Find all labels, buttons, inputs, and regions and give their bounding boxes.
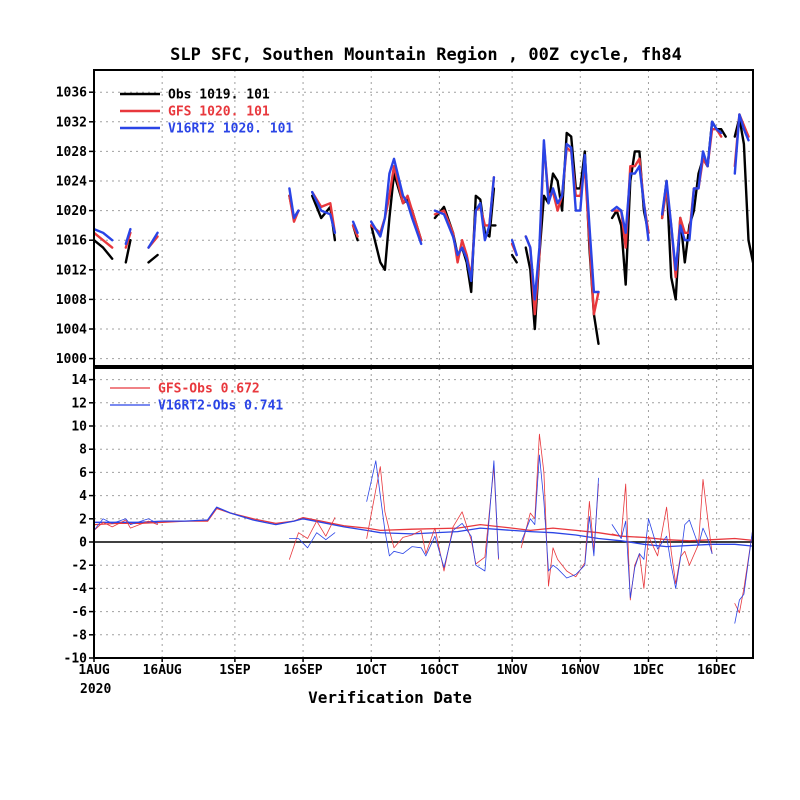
y-tick-label: -8 (71, 628, 87, 643)
obs-series-line (124, 239, 132, 264)
x-tick-label: 16SEP (283, 663, 322, 678)
v16-series-line (524, 139, 600, 301)
y-tick-label: 1020 (56, 204, 87, 219)
gfs-legend-label: GFS 1020. 101 (168, 105, 270, 120)
obs-series-line (510, 253, 518, 264)
x-tick-label: 1DEC (633, 663, 664, 678)
y-tick-label: 0 (79, 536, 87, 551)
v16-series-line (94, 227, 114, 242)
y-tick-label: 12 (71, 396, 87, 411)
x-tick-label: 1NOV (496, 663, 527, 678)
gfs-series-line (351, 224, 359, 238)
v16-series-line (762, 159, 789, 266)
v16-series-line (370, 157, 423, 246)
y-tick-label: 1016 (56, 234, 87, 249)
x-tick-label: 16AUG (143, 663, 182, 678)
v16-series-line (510, 239, 518, 257)
v16-series-line (734, 521, 753, 624)
x-axis-label: Verification Date (308, 688, 472, 707)
v16-series-line (311, 190, 337, 234)
obs-series-line (780, 129, 794, 233)
obs-legend-label: Obs 1019. 101 (168, 88, 270, 103)
bottom-panel: -10 -8 -6 -4 -2 0 2 4 6 8 10 12 14 1AUG 16AUG 1SEP 16SEP… (64, 367, 794, 678)
y-tick-label: 1028 (56, 145, 87, 160)
gfs-legend-label: GFS-Obs 0.672 (158, 382, 260, 397)
x-tick-label: 1AUG (78, 663, 109, 678)
v16-series-line (433, 176, 496, 283)
y-tick-label: 4 (79, 489, 87, 504)
y-tick-label: 14 (71, 373, 87, 388)
obs-series-line (94, 239, 114, 260)
v16-series-line (147, 231, 159, 249)
v16-series-line (289, 532, 336, 549)
y-tick-label: -6 (71, 605, 87, 620)
v16-legend-label: V16RT2-Obs 0.741 (158, 399, 283, 414)
v16-series-line (610, 165, 650, 242)
gfs-series-line (734, 522, 753, 614)
gfs-series-line (94, 519, 158, 531)
obs-series-line (733, 116, 753, 264)
y-tick-label: 6 (79, 466, 87, 481)
y-tick-label: -2 (71, 559, 87, 574)
x-tick-label: 1OCT (356, 663, 387, 678)
v16-series-line (94, 518, 158, 531)
y-tick-label: 8 (79, 443, 87, 458)
x-tick-label: 1SEP (219, 663, 250, 678)
v16-legend-label: V16RT2 1020. 101 (168, 122, 293, 137)
y-tick-label: -4 (71, 582, 87, 597)
y-tick-label: 10 (71, 420, 87, 435)
v16-series-line (124, 227, 132, 246)
y-tick-label: 1036 (56, 86, 87, 101)
chart-title: SLP SFC, Southen Mountain Region , 00Z c… (170, 45, 682, 65)
y-tick-label: 1008 (56, 293, 87, 308)
x-tick-label: 16NOV (561, 663, 600, 678)
y-tick-label: 1032 (56, 115, 87, 130)
bottom-plot-frame (93, 367, 754, 659)
y-tick-label: 1024 (56, 175, 87, 190)
gfs-series-line (94, 231, 114, 249)
gfs-series-line (762, 159, 789, 263)
obs-series-line (524, 131, 600, 345)
v16-series-line (611, 518, 713, 599)
top-plot-frame (93, 69, 754, 367)
gfs-series-line (370, 165, 423, 242)
v16-series-line (733, 113, 750, 175)
y-tick-label: -10 (64, 652, 88, 667)
y-tick-label: 1000 (56, 352, 87, 367)
year-label: 2020 (80, 682, 111, 697)
gfs-series-line (520, 433, 599, 587)
gfs-series-line (289, 517, 336, 560)
v16-series-line (785, 526, 794, 565)
v16-series-line (520, 454, 599, 579)
x-tick-label: 16OCT (420, 663, 459, 678)
y-tick-label: 1004 (56, 323, 87, 338)
gfs-series-line (785, 521, 794, 598)
v16-series-line (366, 460, 499, 572)
v16-series-line (660, 120, 723, 271)
obs-series-line (147, 253, 159, 264)
y-tick-label: 2 (79, 512, 87, 527)
x-tick-label: 16DEC (697, 663, 736, 678)
v16-series-line (351, 220, 359, 234)
top-panel: 1000 1004 1008 1012 1016 1020 1024 1028 1032 1036… (56, 69, 794, 370)
v16-series-line (94, 506, 753, 548)
y-tick-label: 1012 (56, 263, 87, 278)
v16-series-line (288, 187, 300, 220)
